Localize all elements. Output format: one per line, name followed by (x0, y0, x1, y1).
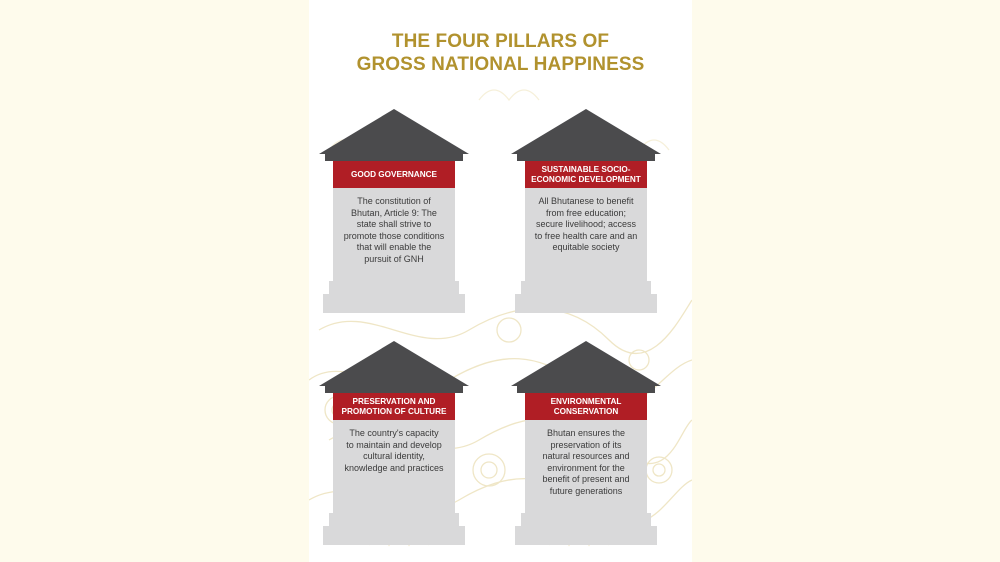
pillar-heading: GOOD GOVERNANCE (351, 169, 437, 179)
pillar-description: Bhutan ensures the preservation of its n… (542, 428, 630, 496)
page-title: THE FOUR PILLARS OF GROSS NATIONAL HAPPI… (309, 30, 692, 76)
pillar-environmental-conservation: ENVIRONMENTAL CONSERVATION Bhutan ensure… (509, 341, 663, 545)
title-line-1: THE FOUR PILLARS OF (391, 31, 610, 52)
title-line-2: GROSS NATIONAL HAPPINESS (356, 54, 645, 75)
pillar-shape (319, 341, 469, 545)
pillar-shape (319, 109, 469, 313)
pillar-good-governance: GOOD GOVERNANCE The constitution of Bhut… (317, 109, 471, 313)
pillar-shape (511, 341, 661, 545)
pillar-description: All Bhutanese to benefit from free educa… (534, 196, 638, 252)
pillar-culture: PRESERVATION AND PROMOTION OF CULTURE Th… (317, 341, 471, 545)
pillar-sustainable-development: SUSTAINABLE SOCIO- ECONOMIC DEVELOPMENT … (509, 109, 663, 313)
pillar-heading: ENVIRONMENTAL CONSERVATION (550, 396, 622, 416)
infographic-page: THE FOUR PILLARS OF GROSS NATIONAL HAPPI… (309, 0, 692, 562)
pillar-description: The country's capacity to maintain and d… (344, 428, 444, 473)
pillar-heading: SUSTAINABLE SOCIO- ECONOMIC DEVELOPMENT (531, 164, 641, 184)
pillar-shape (511, 109, 661, 313)
pillar-description: The constitution of Bhutan, Article 9: T… (343, 196, 445, 264)
pillar-heading: PRESERVATION AND PROMOTION OF CULTURE (341, 396, 447, 416)
